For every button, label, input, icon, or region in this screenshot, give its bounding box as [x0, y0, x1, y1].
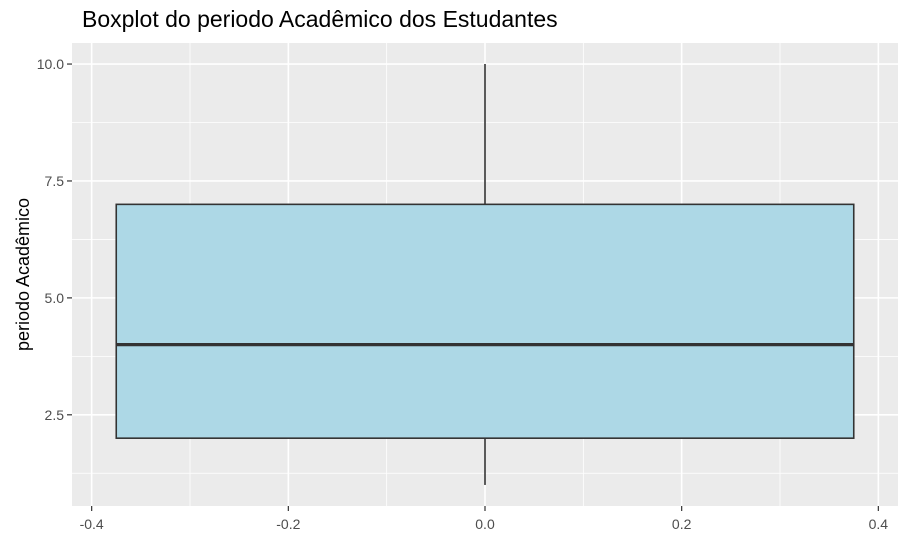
y-axis-title: periodo Acadêmico [13, 198, 33, 351]
chart-title: Boxplot do periodo Acadêmico dos Estudan… [82, 6, 558, 32]
y-tick-label: 10.0 [37, 56, 64, 72]
interquartile-box [115, 203, 855, 439]
y-tick-label: 5.0 [45, 290, 65, 306]
y-tick-label: 7.5 [45, 173, 65, 189]
x-tick-label: -0.2 [276, 516, 300, 532]
x-tick-label: 0.2 [672, 516, 692, 532]
x-tick-label: 0.4 [869, 516, 889, 532]
y-axis: 2.5 5.0 7.5 10.0 [37, 56, 72, 423]
x-tick-label: 0.0 [475, 516, 495, 532]
y-tick-label: 2.5 [45, 407, 65, 423]
x-axis: -0.4 -0.2 0.0 0.2 0.4 [80, 506, 889, 532]
boxplot-box [115, 64, 855, 485]
x-tick-label: -0.4 [80, 516, 104, 532]
